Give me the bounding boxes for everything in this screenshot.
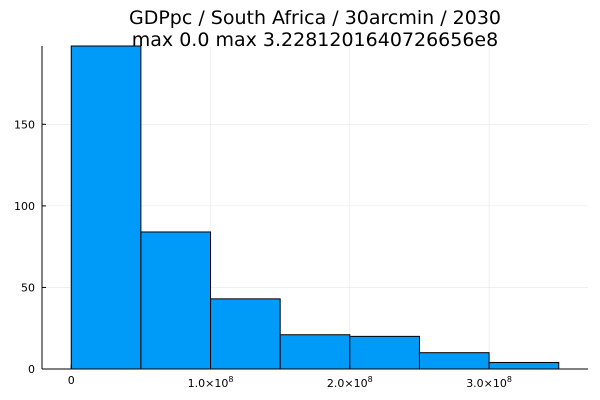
x-tick-label: 1.0×108: [188, 375, 234, 390]
histogram-bar-6: [418, 352, 490, 370]
x-axis-ticks: 0 1.0×108 2.0×108 3.0×108: [68, 365, 512, 390]
x-tick-label: 3.0×108: [466, 375, 512, 390]
y-tick-label: 0: [28, 363, 35, 376]
x-tick-exponent: 8: [228, 375, 233, 384]
histogram-bar-3: [210, 298, 281, 370]
x-tick-exponent: 8: [368, 375, 373, 384]
histogram-bar-2: [140, 231, 212, 370]
histogram-bar-7: [488, 361, 560, 370]
y-tick-label: 50: [21, 281, 35, 294]
y-axis-ticks: 0 50 100 150: [14, 118, 46, 376]
histogram-bar-1: [70, 45, 142, 370]
y-tick-label: 150: [14, 118, 35, 131]
x-tick-label: 2.0×108: [327, 375, 373, 390]
x-tick-label: 0: [68, 374, 75, 387]
x-tick-exponent: 8: [507, 375, 512, 384]
chart-title-line-2: max 0.0 max 3.2281201640726656e8: [132, 29, 498, 51]
y-tick-label: 100: [14, 200, 35, 213]
histogram-bars: [70, 45, 560, 370]
chart-title-line-1: GDPpc / South Africa / 30arcmin / 2030: [129, 7, 501, 29]
histogram-bar-5: [349, 335, 420, 370]
histogram-bar-4: [279, 334, 351, 370]
